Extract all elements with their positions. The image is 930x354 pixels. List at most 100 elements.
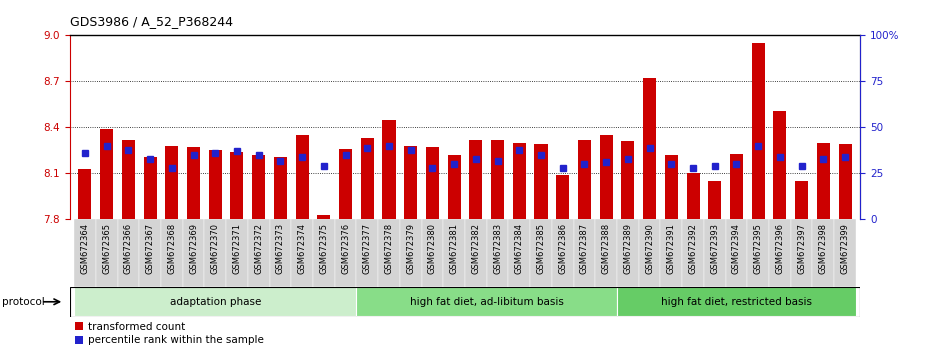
- Bar: [382, 120, 395, 219]
- Text: high fat diet, ad-libitum basis: high fat diet, ad-libitum basis: [410, 297, 564, 307]
- Text: GSM672388: GSM672388: [602, 223, 611, 274]
- Text: GSM672369: GSM672369: [189, 223, 198, 274]
- Bar: [595, 219, 617, 287]
- Bar: [400, 219, 421, 287]
- Bar: [683, 219, 704, 287]
- Bar: [617, 219, 639, 287]
- Bar: [447, 155, 460, 219]
- Bar: [774, 110, 787, 219]
- Bar: [704, 219, 725, 287]
- Text: GSM672389: GSM672389: [623, 223, 632, 274]
- Bar: [317, 215, 330, 219]
- Text: GSM672371: GSM672371: [232, 223, 242, 274]
- Bar: [274, 156, 287, 219]
- Bar: [444, 219, 465, 287]
- Bar: [465, 219, 486, 287]
- Bar: [639, 219, 660, 287]
- Text: GSM672386: GSM672386: [558, 223, 567, 274]
- Text: GSM672368: GSM672368: [167, 223, 177, 274]
- Bar: [470, 140, 483, 219]
- Text: GSM672385: GSM672385: [537, 223, 546, 274]
- Text: GSM672399: GSM672399: [841, 223, 849, 274]
- Bar: [247, 219, 270, 287]
- Bar: [795, 181, 808, 219]
- Text: adaptation phase: adaptation phase: [169, 297, 261, 307]
- Text: GSM672375: GSM672375: [319, 223, 328, 274]
- Text: high fat diet, restricted basis: high fat diet, restricted basis: [661, 297, 812, 307]
- Bar: [405, 146, 418, 219]
- Bar: [839, 144, 852, 219]
- Bar: [270, 219, 291, 287]
- Bar: [296, 135, 309, 219]
- Bar: [140, 219, 161, 287]
- Text: GSM672379: GSM672379: [406, 223, 415, 274]
- Bar: [252, 155, 265, 219]
- Text: GSM672364: GSM672364: [81, 223, 89, 274]
- Bar: [486, 219, 509, 287]
- Text: GSM672397: GSM672397: [797, 223, 806, 274]
- Bar: [813, 219, 834, 287]
- Bar: [182, 219, 205, 287]
- Bar: [600, 135, 613, 219]
- Bar: [751, 43, 764, 219]
- Bar: [143, 156, 156, 219]
- Bar: [74, 219, 96, 287]
- Bar: [96, 219, 117, 287]
- Bar: [291, 219, 313, 287]
- Text: GSM672394: GSM672394: [732, 223, 741, 274]
- Bar: [660, 219, 683, 287]
- Text: GSM672365: GSM672365: [102, 223, 112, 274]
- Text: GSM672395: GSM672395: [753, 223, 763, 274]
- FancyBboxPatch shape: [356, 287, 617, 316]
- Bar: [621, 141, 634, 219]
- Bar: [421, 219, 444, 287]
- Bar: [834, 219, 856, 287]
- Text: GSM672393: GSM672393: [711, 223, 719, 274]
- Bar: [426, 147, 439, 219]
- Text: GSM672381: GSM672381: [449, 223, 458, 274]
- Text: GSM672384: GSM672384: [515, 223, 524, 274]
- Bar: [769, 219, 790, 287]
- Text: GSM672391: GSM672391: [667, 223, 676, 274]
- Text: GSM672380: GSM672380: [428, 223, 437, 274]
- Bar: [725, 219, 748, 287]
- Bar: [187, 147, 200, 219]
- Bar: [530, 219, 551, 287]
- Bar: [122, 140, 135, 219]
- Bar: [556, 175, 569, 219]
- Text: GSM672372: GSM672372: [254, 223, 263, 274]
- Bar: [208, 150, 221, 219]
- Bar: [730, 154, 743, 219]
- Text: GSM672398: GSM672398: [818, 223, 828, 274]
- Text: GSM672378: GSM672378: [384, 223, 393, 274]
- Text: GSM672387: GSM672387: [580, 223, 589, 274]
- FancyBboxPatch shape: [617, 287, 856, 316]
- Bar: [356, 219, 379, 287]
- Bar: [361, 138, 374, 219]
- Bar: [686, 173, 699, 219]
- Bar: [231, 152, 244, 219]
- Text: GSM672383: GSM672383: [493, 223, 502, 274]
- Bar: [790, 219, 813, 287]
- Text: GSM672373: GSM672373: [276, 223, 285, 274]
- Text: GSM672392: GSM672392: [688, 223, 698, 274]
- Bar: [578, 140, 591, 219]
- Text: GSM672370: GSM672370: [211, 223, 219, 274]
- Text: GDS3986 / A_52_P368244: GDS3986 / A_52_P368244: [70, 15, 232, 28]
- Bar: [161, 219, 182, 287]
- Bar: [226, 219, 247, 287]
- Text: GSM672390: GSM672390: [645, 223, 654, 274]
- Text: GSM672376: GSM672376: [341, 223, 350, 274]
- Bar: [335, 219, 356, 287]
- Bar: [748, 219, 769, 287]
- Text: GSM672374: GSM672374: [298, 223, 307, 274]
- FancyBboxPatch shape: [74, 287, 356, 316]
- Bar: [817, 143, 830, 219]
- Text: protocol: protocol: [2, 297, 45, 307]
- Bar: [551, 219, 574, 287]
- Bar: [535, 144, 548, 219]
- Bar: [117, 219, 140, 287]
- Bar: [491, 140, 504, 219]
- Bar: [709, 181, 722, 219]
- Bar: [78, 169, 91, 219]
